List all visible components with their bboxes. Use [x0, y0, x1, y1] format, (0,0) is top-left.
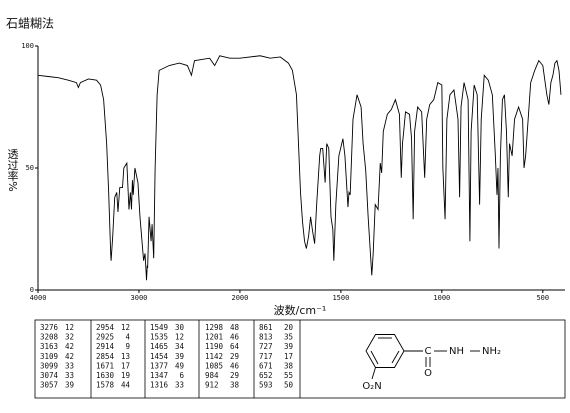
peak-wavenumber: 1316 [150, 381, 169, 390]
y-tick-label: 0 [30, 286, 34, 294]
peak-wavenumber: 2954 [96, 323, 115, 332]
x-tick-label: 3000 [131, 294, 148, 302]
peak-transmittance: 13 [121, 352, 130, 361]
peak-transmittance: 42 [65, 342, 74, 351]
peak-transmittance: 39 [284, 342, 293, 351]
peak-wavenumber: 3074 [40, 371, 59, 380]
peak-wavenumber: 2925 [96, 333, 114, 342]
peak-wavenumber: 3109 [40, 352, 58, 361]
peak-transmittance: 17 [284, 352, 293, 361]
peak-transmittance: 29 [230, 371, 239, 380]
peak-wavenumber: 3208 [40, 333, 59, 342]
y-tick-label: 50 [26, 164, 34, 172]
peak-transmittance: 64 [230, 342, 240, 351]
structure-bonds [365, 334, 480, 380]
peak-wavenumber: 1085 [205, 361, 223, 370]
structure-label: NH [449, 346, 464, 357]
peak-wavenumber: 3163 [40, 342, 58, 351]
peak-transmittance: 39 [175, 352, 184, 361]
y-axis-label: 透过率% [6, 148, 19, 192]
peak-transmittance: 19 [121, 371, 130, 380]
peak-transmittance: 9 [125, 342, 130, 351]
peak-transmittance: 55 [284, 371, 293, 380]
peak-wavenumber: 717 [259, 352, 273, 361]
peak-transmittance: 48 [230, 323, 240, 332]
peak-wavenumber: 1454 [150, 352, 169, 361]
peak-transmittance: 35 [284, 333, 293, 342]
structure-label: C [425, 346, 432, 357]
peak-transmittance: 33 [175, 381, 184, 390]
peak-wavenumber: 593 [259, 381, 273, 390]
peak-wavenumber: 1578 [96, 381, 115, 390]
structure-label: O [424, 368, 432, 379]
chart-title: 石蜡糊法 [6, 16, 54, 31]
x-tick-label: 1000 [433, 294, 450, 302]
axes [37, 46, 565, 291]
peak-wavenumber: 3276 [40, 323, 59, 332]
peak-transmittance: 42 [65, 352, 74, 361]
peak-wavenumber: 1671 [96, 361, 114, 370]
peak-transmittance: 46 [230, 333, 240, 342]
peak-transmittance: 46 [230, 361, 240, 370]
peak-transmittance: 50 [284, 381, 294, 390]
peak-transmittance: 32 [65, 333, 74, 342]
peak-wavenumber: 1201 [205, 333, 223, 342]
peak-wavenumber: 727 [259, 342, 273, 351]
peak-transmittance: 34 [175, 342, 185, 351]
peak-transmittance: 33 [65, 361, 74, 370]
peak-wavenumber: 2914 [96, 342, 115, 351]
x-tick-label: 4000 [30, 294, 47, 302]
peak-transmittance: 20 [284, 323, 294, 332]
peak-wavenumber: 652 [259, 371, 273, 380]
peak-transmittance: 17 [121, 361, 130, 370]
peak-wavenumber: 1298 [205, 323, 224, 332]
peak-wavenumber: 3057 [40, 381, 58, 390]
peak-transmittance: 39 [65, 381, 74, 390]
peak-wavenumber: 1142 [205, 352, 223, 361]
x-tick-label: 500 [536, 294, 549, 302]
peak-wavenumber: 1630 [96, 371, 115, 380]
peak-wavenumber: 984 [205, 371, 219, 380]
peak-wavenumber: 813 [259, 333, 273, 342]
structure-label: NH₂ [482, 346, 501, 357]
peak-transmittance: 12 [65, 323, 74, 332]
peak-wavenumber: 861 [259, 323, 273, 332]
peak-transmittance: 44 [121, 381, 131, 390]
peak-transmittance: 12 [175, 333, 184, 342]
peak-wavenumber: 1347 [150, 371, 168, 380]
peak-wavenumber: 2854 [96, 352, 115, 361]
peak-wavenumber: 1377 [150, 361, 168, 370]
x-tick-label: 1500 [332, 294, 349, 302]
peak-table-frame [34, 319, 566, 399]
peak-transmittance: 4 [125, 333, 130, 342]
peak-wavenumber: 1190 [205, 342, 224, 351]
x-axis-label: 波数/cm⁻¹ [274, 304, 327, 317]
peak-wavenumber: 3099 [40, 361, 58, 370]
x-tick-label: 2000 [231, 294, 248, 302]
peak-transmittance: 6 [179, 371, 184, 380]
spectrum-line [37, 55, 562, 281]
peak-transmittance: 29 [230, 352, 239, 361]
structure-label: O₂N [362, 381, 381, 392]
y-tick-label: 100 [21, 42, 34, 50]
peak-transmittance: 38 [230, 381, 240, 390]
peak-wavenumber: 671 [259, 361, 273, 370]
peak-transmittance: 33 [65, 371, 74, 380]
peak-wavenumber: 1465 [150, 342, 168, 351]
peak-transmittance: 49 [175, 361, 184, 370]
peak-transmittance: 30 [175, 323, 185, 332]
peak-wavenumber: 1549 [150, 323, 168, 332]
peak-wavenumber: 1535 [150, 333, 168, 342]
peak-transmittance: 38 [284, 361, 294, 370]
peak-transmittance: 12 [121, 323, 130, 332]
peak-wavenumber: 912 [205, 381, 219, 390]
